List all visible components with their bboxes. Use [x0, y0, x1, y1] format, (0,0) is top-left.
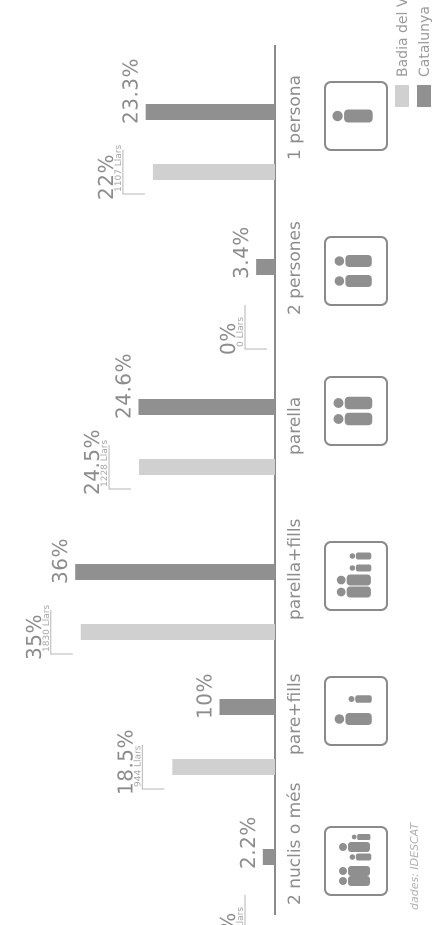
value-label-badia-2-persones: 0%: [216, 322, 240, 355]
legend-swatch-badia: [395, 85, 409, 107]
bracket-parella-fills: [50, 610, 73, 655]
value-label-catalunya-1-persona: 23.3%: [119, 58, 143, 124]
value-label-badia-parella-fills: 35%: [22, 614, 46, 660]
bar-badia-pare-fills: [172, 759, 275, 775]
value-label-badia-1-persona: 22%: [94, 154, 118, 200]
bracket-2-persones: [244, 305, 267, 350]
bracket-parella: [108, 445, 132, 490]
bracket-2-nuclis: [244, 895, 267, 925]
household-count-pare-fills: 944 Llars: [133, 745, 143, 787]
category-label-parella: parella: [285, 397, 305, 455]
legend-label-catalunya: Catalunya: [417, 6, 433, 77]
couple-icon: [324, 376, 388, 446]
value-label-catalunya-2-nuclis: 2.2%: [236, 816, 260, 869]
bar-catalunya-1-persona: [145, 104, 275, 120]
legend-swatch-catalunya: [417, 85, 431, 107]
bar-catalunya-pare-fills: [219, 699, 275, 715]
source-note: dades: IDESCAT: [408, 822, 421, 910]
couple-with-children-icon: [324, 541, 388, 611]
multiple-families-icon: [324, 826, 388, 896]
value-label-catalunya-2-persones: 3.4%: [229, 226, 253, 279]
household-count-2-persones: 0 Llars: [236, 317, 246, 347]
category-label-2-nuclis: 2 nuclis o més: [285, 782, 305, 905]
legend: Badia del Vallès Catalunya: [395, 0, 433, 107]
category-label-1-persona: 1 persona: [285, 75, 305, 160]
bar-catalunya-2-nuclis: [262, 849, 276, 865]
bar-badia-parella-fills: [80, 624, 275, 640]
single-person-icon: [324, 81, 388, 151]
bracket-1-persona: [122, 150, 145, 195]
category-label-parella-fills: parella+fills: [285, 518, 305, 620]
bar-catalunya-parella-fills: [75, 564, 275, 580]
bracket-pare-fills: [141, 745, 165, 790]
household-count-2-nuclis: 0 Llars: [236, 907, 246, 925]
value-label-catalunya-parella: 24.6%: [111, 353, 135, 419]
value-label-catalunya-pare-fills: 10%: [193, 673, 217, 719]
household-count-parella: 1228 Llars: [100, 440, 110, 487]
value-label-badia-2-nuclis: 0%: [216, 912, 240, 925]
two-persons-icon: [324, 236, 388, 306]
household-count-parella-fills: 1830 Llars: [42, 605, 52, 652]
category-label-2-persones: 2 persones: [285, 221, 305, 315]
value-label-badia-pare-fills: 18.5%: [113, 729, 137, 795]
legend-label-badia: Badia del Vallès: [395, 0, 411, 77]
bar-catalunya-2-persones: [256, 259, 276, 275]
category-label-pare-fills: pare+fills: [285, 673, 305, 755]
value-label-badia-parella: 24.5%: [80, 429, 104, 495]
bar-badia-parella: [139, 459, 275, 475]
bar-badia-1-persona: [152, 164, 275, 180]
value-label-catalunya-parella-fills: 36%: [48, 538, 72, 584]
parent-with-children-icon: [324, 676, 388, 746]
bar-catalunya-parella: [138, 399, 275, 415]
household-count-1-persona: 1107 Llars: [114, 145, 124, 192]
